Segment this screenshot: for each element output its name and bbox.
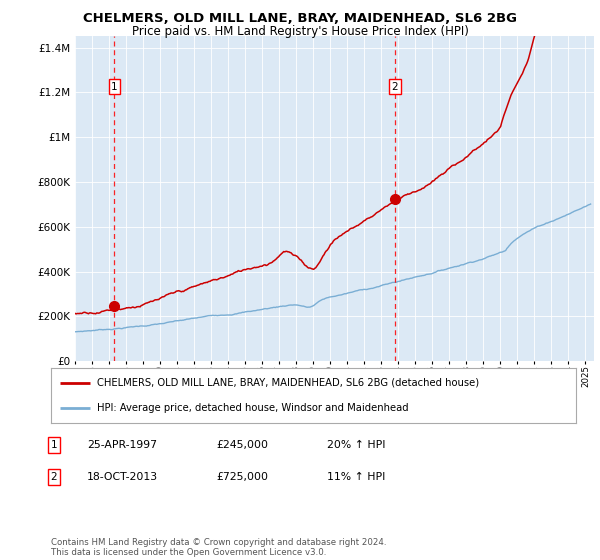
Text: 1: 1 [111,82,118,92]
Text: £245,000: £245,000 [216,440,268,450]
Text: £725,000: £725,000 [216,472,268,482]
Text: 1: 1 [50,440,58,450]
Text: 18-OCT-2013: 18-OCT-2013 [87,472,158,482]
Text: Price paid vs. HM Land Registry's House Price Index (HPI): Price paid vs. HM Land Registry's House … [131,25,469,38]
Text: CHELMERS, OLD MILL LANE, BRAY, MAIDENHEAD, SL6 2BG: CHELMERS, OLD MILL LANE, BRAY, MAIDENHEA… [83,12,517,25]
Text: 25-APR-1997: 25-APR-1997 [87,440,157,450]
Text: 2: 2 [392,82,398,92]
Text: CHELMERS, OLD MILL LANE, BRAY, MAIDENHEAD, SL6 2BG (detached house): CHELMERS, OLD MILL LANE, BRAY, MAIDENHEA… [97,378,479,388]
Text: 11% ↑ HPI: 11% ↑ HPI [327,472,385,482]
Text: Contains HM Land Registry data © Crown copyright and database right 2024.
This d: Contains HM Land Registry data © Crown c… [51,538,386,557]
Text: 2: 2 [50,472,58,482]
Text: 20% ↑ HPI: 20% ↑ HPI [327,440,386,450]
Text: HPI: Average price, detached house, Windsor and Maidenhead: HPI: Average price, detached house, Wind… [97,403,409,413]
